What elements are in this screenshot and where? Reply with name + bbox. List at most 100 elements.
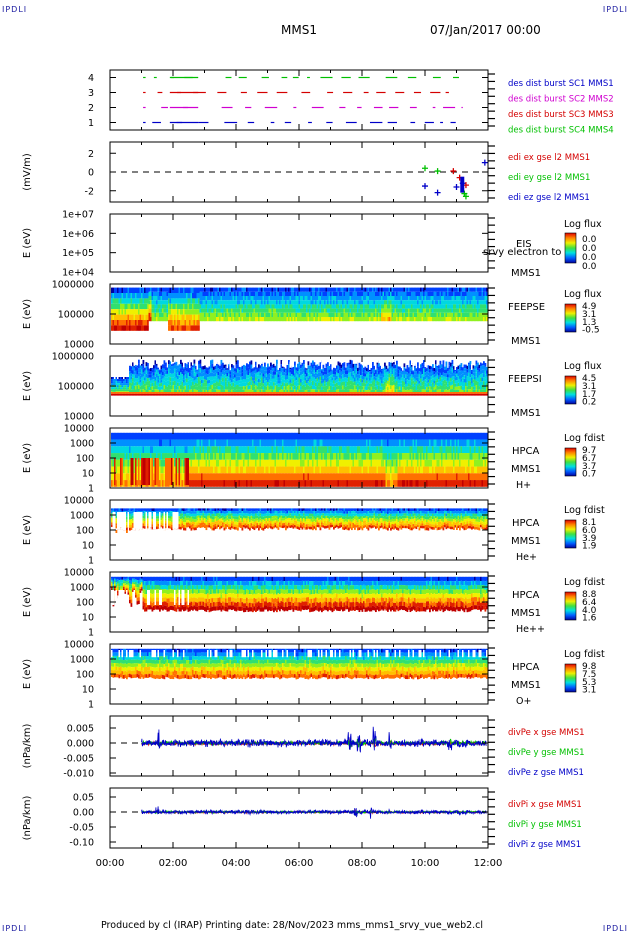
feepsi-cell [133,392,136,394]
feepse-cell [381,317,383,322]
feepse-cell [381,308,383,313]
feepse-cell [454,291,457,296]
feepse-cell [118,314,121,320]
feepsi-cell [180,392,182,394]
feepse-cell [319,296,322,301]
feepse-cell [384,312,386,317]
feepsi-cell [208,389,211,394]
feepsi-cell [135,381,137,386]
feepse-cell [288,308,290,313]
feepsi-cell [186,389,188,394]
feepse-cell [357,291,359,296]
feepse-cell [282,291,284,296]
feepsi-cell [133,359,136,366]
feepsi-cell [255,385,257,390]
feepse-cell [231,317,233,322]
feepsi-cell [211,392,214,394]
feepsi-cell [123,383,125,386]
feepsi-cell [187,376,190,381]
feepse-cell [178,325,181,331]
feepse-cell [301,296,304,301]
feepse-cell [112,320,115,326]
feepse-cell [214,300,217,305]
feepse-cell [360,300,362,305]
feepsi-cell [174,380,176,386]
feepse-cell [471,291,473,296]
feepsi-cell [159,380,161,384]
feepse-cell [160,312,163,317]
feepsi-cell [205,392,208,394]
feepsi-cell [208,369,211,374]
feepse-cell [160,291,163,296]
feepsi-cell [241,379,244,383]
feepse-cell [202,296,205,301]
feepse-cell [411,312,413,317]
feepsi-cell [196,370,199,375]
feepse-cell [154,300,157,305]
feepse-cell [183,314,185,320]
feepse-cell [453,304,455,309]
feepse-cell [228,291,230,296]
feepse-cell [126,320,128,326]
feepse-cell [178,293,181,299]
feepse-cell [249,317,251,322]
feepsi-cell [231,393,233,396]
feepse-cell [400,317,403,322]
feepse-cell [373,308,376,313]
feepsi-cell [124,377,127,380]
feepsi-cell [222,393,224,396]
feepse-cell [207,308,209,313]
feepse-cell [415,308,418,313]
feepsi-cell [253,367,256,371]
feepse-cell [460,304,463,309]
feepse-cell [252,308,254,313]
feepse-cell [454,312,457,317]
feepsi-cell [178,382,181,386]
feepse-cell [222,304,224,309]
feepse-cell [388,287,391,292]
feepsi-cell [162,375,164,379]
feepse-cell [126,293,128,299]
feepsi-cell [162,392,164,394]
feepsi-cell [192,393,194,396]
feepsi-cell [238,370,241,374]
feepsi-cell [148,374,151,378]
feepse-cell [261,296,263,301]
feepse-cell [259,317,262,322]
feepse-cell [360,308,362,313]
feepse-cell [250,304,253,309]
feepsi-cell [229,371,232,375]
feepsi-cell [196,386,199,391]
feepse-cell [343,312,346,317]
feepsi-cell [135,374,137,379]
feepse-cell [367,317,370,322]
feepse-cell [361,304,364,309]
feepsi-cell [147,393,149,396]
feepse-cell [148,300,151,305]
feepse-cell [148,296,151,301]
feepsi-cell [175,373,178,378]
feepsi-cell [268,392,271,394]
feepse-cell [414,308,416,313]
feepsi-cell [235,392,238,394]
feepse-cell [183,320,185,326]
feepse-cell [201,308,203,313]
feepse-cell [147,314,149,320]
feepse-cell [174,309,176,315]
feepsi-cell [235,360,238,365]
feepse-cell [240,304,242,309]
feepse-cell [346,317,349,322]
feepsi-cell [229,364,232,371]
feepsi-cell [129,371,131,375]
feepse-cell [376,317,379,322]
feepse-cell [361,300,364,305]
feepsi-cell [256,361,259,368]
feepse-cell [414,312,416,317]
feepse-cell [241,287,244,292]
feepse-cell [438,300,440,305]
feepse-cell [313,317,316,322]
feepse-cell [181,320,184,326]
feepse-cell [460,317,463,322]
feepse-cell [127,309,130,315]
feepse-cell [192,309,194,315]
